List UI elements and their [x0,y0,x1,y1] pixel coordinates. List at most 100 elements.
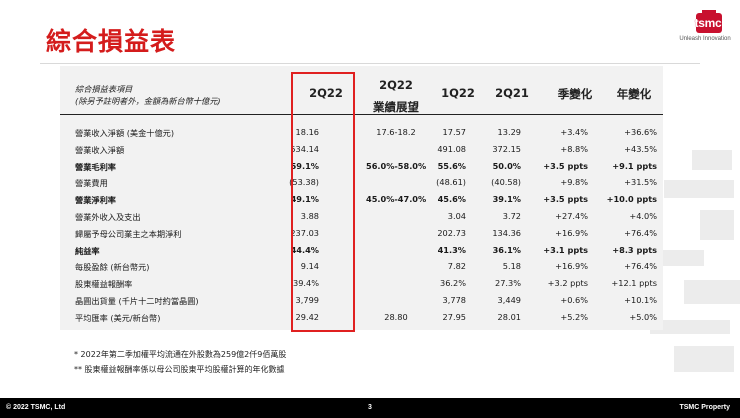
column-header-1q22: 1Q22 [441,86,475,100]
row-value: 44.4% [290,244,319,255]
table-row: 營業收入淨額 534.14 491.08 372.15 +8.8% +43.5% [75,141,665,157]
row-value: 237.03 [290,227,319,238]
row-value: +3.5 ppts [543,194,588,205]
row-value: +5.2% [560,311,588,322]
header-label-line: (除另予註明者外，金額為新台幣十億元) [75,96,221,106]
row-label: 股東權益報酬率 [75,279,133,290]
row-value: 18.16 [295,127,319,137]
row-label: 營業毛利率 [75,161,116,172]
row-value: 5.18 [502,261,521,272]
table-row: 股東權益報酬率 39.4% 36.2% 27.3% +3.2 ppts +12.1 ppt… [75,275,665,291]
row-value: 28.01 [497,311,521,322]
row-value: +43.5% [624,143,657,154]
header-divider [60,114,663,115]
row-value: 3,799 [295,295,319,305]
column-header-qoq: 季變化 [557,87,593,101]
row-value: 3.04 [447,211,466,221]
row-value: +3.4% [560,127,588,137]
table-row: 營業毛利率 59.1% 56.0%-58.0% 55.6% 50.0% +3.5 ppts… [75,158,665,174]
row-value: +16.9% [555,261,588,272]
row-value: 3,449 [497,295,521,305]
column-header-2q22: 2Q22 [309,86,343,100]
row-value: +76.4% [624,227,657,238]
table-row: 純益率 44.4% 41.3% 36.1% +3.1 ppts +8.3 ppts [75,242,665,258]
row-value: +36.6% [624,127,657,137]
row-value: 49.1% [290,194,319,205]
row-value: +9.1 ppts [612,160,657,171]
row-value: +3.5 ppts [543,160,588,171]
row-label: 營業費用 [75,178,108,189]
row-value: 7.82 [447,261,466,272]
row-value: 28.80 [384,311,408,322]
column-header-yoy: 年變化 [616,87,652,101]
row-value: 3.72 [502,211,521,221]
row-value: +27.4% [555,211,588,221]
row-value: 50.0% [492,160,521,171]
row-value: +16.9% [555,227,588,238]
background-decoration [644,150,740,380]
table-row: 營業外收入及支出 3.88 3.04 3.72 +27.4% +4.0% [75,208,665,224]
income-statement-table [60,66,663,330]
table-row: 營業收入淨額 (美金十億元) 18.16 17.6-18.2 17.57 13.29 +3… [75,124,665,140]
table-row: 平均匯率 (美元/新台幣) 29.42 28.80 27.95 28.01 +5.2% +5… [75,309,665,325]
table-row: 營業淨利率 49.1% 45.0%-47.0% 45.6% 39.1% +3.5 ppts… [75,191,665,207]
row-label: 營業收入淨額 (美金十億元) [75,128,175,138]
row-value: 56.0%-58.0% [366,160,427,171]
row-value: 534.14 [290,143,319,154]
row-value: 491.08 [437,143,466,154]
logo-tagline: Unleash Innovation [679,36,731,42]
table-row: 每股盈餘 (新台幣元) 9.14 7.82 5.18 +16.9% +76.4% [75,258,665,274]
row-value: (48.61) [436,177,466,188]
row-value: 41.3% [437,244,466,255]
row-label: 歸屬予母公司業主之本期淨利 [75,228,182,239]
row-label: 晶圓出貨量 (千片十二吋約當晶圓) [75,296,199,306]
table-header-label: 綜合損益表項目 (除另予註明者外，金額為新台幣十億元) [75,83,221,107]
column-header-2q22-guidance: 2Q22 業績展望 [373,78,419,114]
footer-copyright: © 2022 TSMC, Ltd [6,404,66,411]
header-label-line: 綜合損益表項目 [75,84,133,94]
row-value: 134.36 [492,227,521,238]
row-value: 3,778 [442,295,466,305]
row-value: +4.0% [629,211,657,221]
row-value: +8.3 ppts [612,244,657,255]
row-value: 27.3% [494,278,521,289]
footnote-shares: * 2022年第二季加權平均流通在外股數為259億2仟9佰萬股 [74,350,287,359]
row-label: 營業淨利率 [75,195,116,206]
page-number: 3 [368,404,372,411]
row-value: 59.1% [290,160,319,171]
row-value: (53.38) [289,177,319,188]
footer-property: TSMC Property [679,404,730,411]
row-value: (40.58) [491,177,521,188]
row-value: 13.29 [497,127,521,137]
row-value: 202.73 [437,227,466,238]
tsmc-logo: tsmc Unleash Innovation [679,9,734,49]
highlight-2q22-box [291,72,355,332]
row-label: 營業外收入及支出 [75,212,141,222]
row-value: 45.6% [437,194,466,205]
row-value: +0.6% [560,295,588,305]
row-value: +10.0 ppts [606,194,657,205]
row-value: 55.6% [437,160,466,171]
row-label: 平均匯率 (美元/新台幣) [75,312,161,323]
row-value: 36.1% [492,244,521,255]
table-row: 晶圓出貨量 (千片十二吋約當晶圓) 3,799 3,778 3,449 +0.6% +10… [75,292,665,308]
table-row: 歸屬予母公司業主之本期淨利 237.03 202.73 134.36 +16.9% +76… [75,225,665,241]
row-value: +10.1% [624,295,657,305]
row-value: 372.15 [492,143,521,154]
row-value: 17.57 [442,127,466,137]
table-row: 營業費用 (53.38) (48.61) (40.58) +9.8% +31.5% [75,174,665,190]
row-value: +12.1 ppts [611,278,657,289]
row-value: +3.2 ppts [547,278,588,289]
row-value: +76.4% [624,261,657,272]
row-value: 39.4% [292,278,319,289]
footer-bar: © 2022 TSMC, Ltd 3 TSMC Property [0,398,740,418]
row-label: 純益率 [75,245,100,256]
logo-wordmark: tsmc [694,16,722,30]
row-value: 9.14 [300,261,319,272]
row-label: 每股盈餘 (新台幣元) [75,262,150,273]
row-value: +31.5% [624,177,657,188]
row-value: 36.2% [439,278,466,289]
row-value: 27.95 [442,311,466,322]
title-divider [40,63,700,64]
row-value: +9.8% [560,177,588,188]
